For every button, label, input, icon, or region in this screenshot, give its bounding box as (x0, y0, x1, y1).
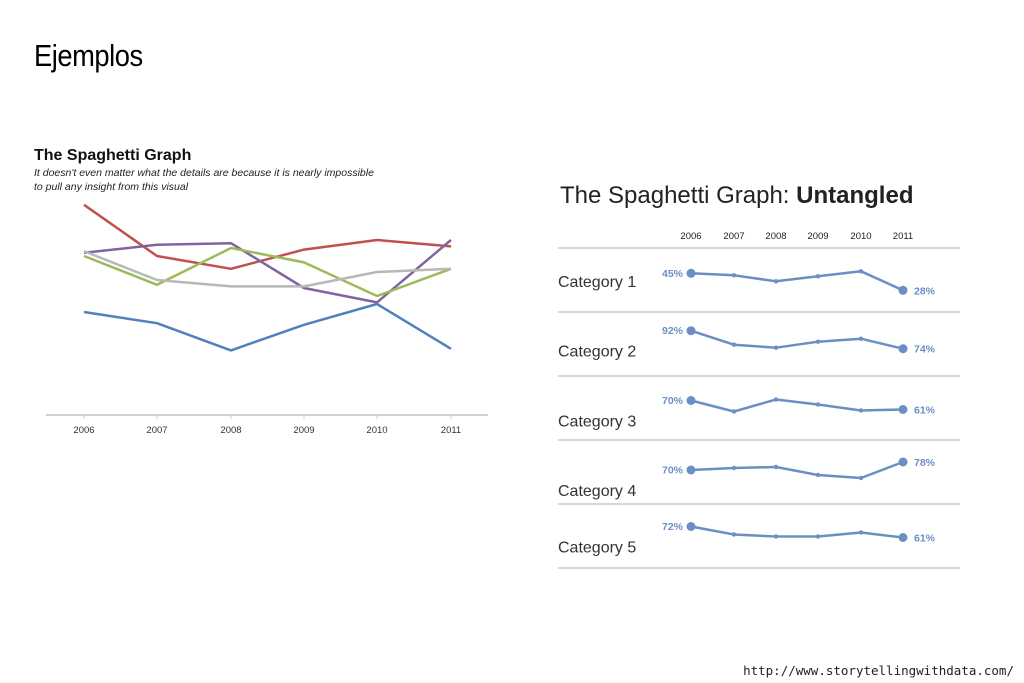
untangled-start-label: 70% (662, 465, 684, 477)
spaghetti-tick-label: 2010 (366, 425, 387, 436)
spaghetti-chart-subtitle-line-2: to pull any insight from this visual (34, 181, 189, 193)
untangled-point (815, 472, 821, 478)
untangled-year-headers: 2006 2007 2008 2009 2010 2011 (680, 231, 913, 242)
untangled-point (858, 475, 864, 481)
spaghetti-series-line-5 (83, 302, 452, 352)
untangled-panel-2: Category 2 92% 74% (558, 311, 960, 361)
spaghetti-x-ticks: 2006 2007 2008 2009 2010 2011 (73, 415, 461, 436)
untangled-point (686, 268, 696, 278)
spaghetti-series-line-4 (83, 250, 452, 288)
untangled-point (773, 397, 779, 402)
untangled-panels: Category 145%28%Category 292%74%Category… (558, 247, 960, 569)
untangled-point (898, 405, 908, 414)
untangled-year-label: 2008 (765, 231, 786, 242)
untangled-point (731, 342, 737, 347)
spaghetti-tick-label: 2011 (441, 425, 461, 436)
untangled-end-label: 61% (914, 533, 936, 545)
untangled-series-line (690, 329, 904, 350)
untangled-point (773, 464, 779, 470)
untangled-series-line (690, 525, 904, 539)
untangled-series-line (690, 270, 904, 292)
untangled-point (815, 534, 821, 539)
untangled-chart-title: The Spaghetti Graph: Untangled (560, 182, 913, 209)
spaghetti-chart-subtitle-line-1: It doesn't even matter what the details … (34, 167, 374, 179)
untangled-point (898, 285, 908, 295)
untangled-point (686, 396, 696, 405)
untangled-point (858, 530, 864, 535)
spaghetti-tick-label: 2008 (220, 425, 241, 436)
untangled-category-label: Category 1 (558, 274, 636, 291)
untangled-point (815, 274, 821, 279)
spaghetti-chart-title: The Spaghetti Graph (34, 147, 191, 164)
untangled-start-label: 70% (662, 395, 684, 407)
untangled-point (898, 533, 908, 542)
untangled-year-label: 2006 (680, 231, 701, 242)
untangled-point (858, 269, 864, 274)
untangled-point (773, 279, 779, 284)
untangled-point (731, 409, 737, 414)
untangled-end-label: 74% (914, 344, 936, 356)
spaghetti-chart: The Spaghetti Graph It doesn't even matt… (34, 147, 488, 436)
untangled-panel-5: Category 5 72% 61% (558, 503, 960, 569)
untangled-point (858, 336, 864, 341)
untangled-start-label: 72% (662, 521, 684, 533)
untangled-category-label: Category 4 (558, 483, 636, 500)
untangled-point (686, 326, 696, 336)
spaghetti-series-line-1 (83, 203, 452, 271)
untangled-point (773, 534, 779, 539)
untangled-category-label: Category 5 (558, 540, 636, 557)
untangled-point (686, 465, 696, 475)
untangled-title-emphasis: Untangled (796, 182, 913, 209)
untangled-year-label: 2009 (807, 231, 828, 242)
untangled-point (858, 408, 864, 413)
untangled-year-label: 2011 (893, 231, 913, 242)
untangled-panel-4: Category 4 70% 78% (558, 439, 960, 500)
untangled-point (686, 522, 696, 531)
untangled-point (731, 465, 737, 471)
slide-title: Ejemplos (34, 38, 143, 73)
untangled-category-label: Category 3 (558, 414, 636, 431)
untangled-chart: The Spaghetti Graph: Untangled 2006 2007 2… (558, 182, 960, 569)
untangled-point (731, 532, 737, 537)
untangled-title-prefix: The Spaghetti Graph: (560, 182, 796, 209)
untangled-end-label: 78% (914, 457, 936, 469)
untangled-panel-1: Category 1 45% 28% (558, 247, 960, 297)
untangled-year-label: 2010 (850, 231, 871, 242)
spaghetti-tick-label: 2006 (73, 425, 94, 436)
spaghetti-series-group (83, 203, 452, 352)
untangled-point (773, 345, 779, 350)
untangled-point (898, 457, 908, 467)
untangled-end-label: 61% (914, 405, 936, 417)
untangled-end-label: 28% (914, 285, 936, 297)
untangled-start-label: 92% (662, 325, 684, 337)
spaghetti-series-line-3 (83, 246, 452, 298)
untangled-point (898, 344, 908, 354)
untangled-category-label: Category 2 (558, 344, 636, 361)
untangled-point (815, 339, 821, 344)
untangled-series-line (690, 398, 904, 413)
untangled-point (731, 273, 737, 278)
untangled-start-label: 45% (662, 268, 684, 280)
untangled-year-label: 2007 (723, 231, 744, 242)
spaghetti-tick-label: 2009 (293, 425, 314, 436)
untangled-panel-3: Category 3 70% 61% (558, 375, 960, 431)
spaghetti-tick-label: 2007 (146, 425, 167, 436)
untangled-point (815, 402, 821, 407)
source-url: http://www.storytellingwithdata.com/ (743, 663, 1014, 678)
untangled-series-line (690, 460, 904, 480)
